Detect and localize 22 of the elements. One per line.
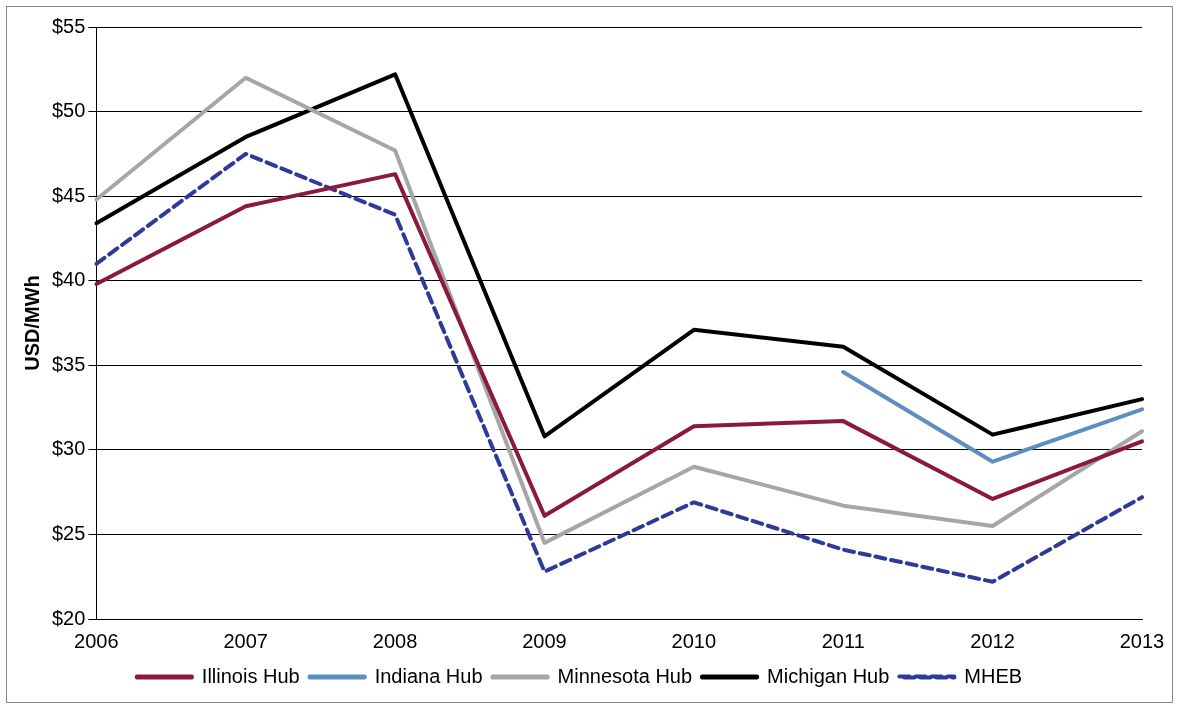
x-tick-label: 2006 [74,629,119,652]
x-tick-label: 2011 [821,629,865,652]
legend-label: Michigan Hub [767,664,890,687]
x-tick-label: 2012 [970,629,1015,652]
y-tick-label: $50 [51,99,86,122]
y-tick-label: $30 [51,437,86,460]
y-tick-label: $20 [51,606,86,629]
y-axis-title: USD/MWh [20,275,43,371]
x-tick-label: 2007 [223,629,268,652]
y-tick-label: $25 [51,521,86,544]
legend-label: Illinois Hub [201,664,300,687]
legend-label: MHEB [964,664,1023,687]
y-tick-label: $35 [51,352,86,375]
y-tick-label: $55 [51,14,86,37]
x-tick-label: 2008 [372,629,418,652]
x-tick-label: 2009 [522,629,567,652]
x-tick-label: 2010 [671,629,717,652]
y-tick-label: $45 [51,183,86,206]
x-tick-label: 2013 [1119,629,1165,652]
legend-label: Indiana Hub [374,664,483,687]
legend-label: Minnesota Hub [557,664,693,687]
y-tick-label: $40 [51,268,86,291]
